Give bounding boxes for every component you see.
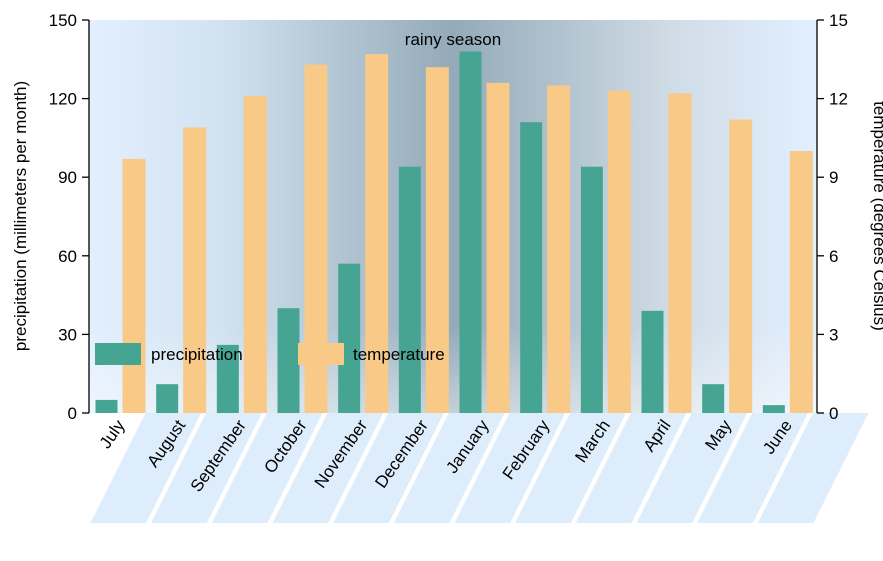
bar-temperature [122,158,146,413]
bar-temperature [729,119,753,413]
label-band [636,413,748,523]
label-band [272,413,384,523]
bar-precipitation [277,308,300,413]
bar-precipitation [95,399,118,413]
bar-precipitation [216,344,239,413]
left-tick-label: 60 [58,247,77,266]
left-tick-label: 150 [49,11,77,30]
left-tick-label: 30 [58,325,77,344]
bar-precipitation [156,384,179,413]
rainy-season-annotation: rainy season [405,30,501,49]
bar-temperature [668,93,692,414]
right-axis-label: temperature (degrees Celsius) [870,101,883,331]
label-bands [90,413,869,523]
bar-temperature [365,54,389,414]
left-tick-label: 0 [68,404,77,423]
right-tick-label: 3 [829,325,838,344]
legend-swatch-temperature [298,343,344,365]
bar-precipitation [762,405,785,413]
bar-precipitation [641,310,664,413]
bar-precipitation [338,263,361,413]
right-tick-label: 0 [829,404,838,423]
legend-swatch-precipitation [95,343,141,365]
label-band [333,413,444,523]
bar-precipitation [580,166,603,413]
bar-precipitation [520,122,543,414]
label-band [151,413,262,523]
label-band [757,413,869,523]
right-axis-ticks: 0 3 6 9 12 15 [817,11,848,423]
left-tick-label: 120 [49,90,77,109]
bar-temperature [547,85,571,413]
bar-precipitation [398,166,421,413]
bar-precipitation [702,384,725,413]
bars [95,51,813,414]
bar-temperature [486,82,510,413]
bar-temperature [607,90,631,414]
right-tick-label: 15 [829,11,848,30]
left-tick-label: 90 [58,168,77,187]
bar-temperature [304,64,328,413]
right-tick-label: 6 [829,247,838,266]
left-axis-ticks: 0 30 60 90 120 150 [49,11,89,423]
label-band [90,413,202,523]
label-band [211,413,323,523]
label-band [575,413,687,523]
bar-temperature [789,151,813,413]
bar-precipitation [459,51,482,413]
right-tick-label: 12 [829,90,848,109]
legend: precipitation temperature [95,343,445,365]
bar-temperature [425,67,449,413]
bar-temperature [243,95,267,413]
legend-label-precipitation: precipitation [151,345,243,364]
bar-temperature [183,127,207,414]
right-tick-label: 9 [829,168,838,187]
x-tick-label: July [96,416,129,452]
plot-background-fade [89,20,817,413]
label-band [454,413,566,523]
label-band [515,413,626,523]
legend-label-temperature: temperature [353,345,445,364]
label-band [393,413,505,523]
label-band [697,413,808,523]
left-axis-label: precipitation (millimeters per month) [11,81,30,351]
